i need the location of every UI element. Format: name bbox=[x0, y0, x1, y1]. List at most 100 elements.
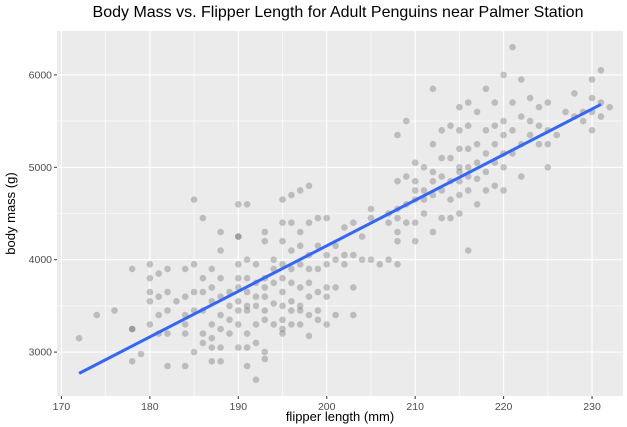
data-point bbox=[544, 99, 552, 106]
y-tick-label: 6000 bbox=[29, 69, 53, 81]
data-point bbox=[482, 85, 490, 93]
data-point bbox=[438, 173, 446, 180]
data-point bbox=[350, 284, 357, 291]
data-point bbox=[394, 228, 401, 236]
data-point bbox=[252, 339, 260, 347]
data-point bbox=[473, 159, 481, 166]
data-point bbox=[305, 332, 313, 340]
data-point bbox=[500, 187, 507, 194]
data-point bbox=[314, 265, 322, 273]
data-point bbox=[261, 228, 269, 236]
data-point bbox=[482, 168, 490, 176]
data-point bbox=[358, 233, 366, 240]
data-point bbox=[447, 214, 454, 222]
data-point bbox=[226, 316, 233, 324]
data-point bbox=[456, 164, 463, 171]
data-point bbox=[305, 265, 313, 273]
data-point bbox=[482, 150, 490, 157]
data-point bbox=[500, 131, 507, 139]
data-point bbox=[447, 122, 454, 129]
data-point bbox=[208, 334, 216, 342]
data-point bbox=[243, 201, 251, 208]
data-point bbox=[261, 348, 269, 356]
x-tick-label: 190 bbox=[230, 401, 248, 413]
data-point bbox=[305, 293, 313, 301]
data-point bbox=[305, 279, 313, 287]
data-point bbox=[438, 214, 446, 222]
data-point bbox=[456, 168, 463, 176]
data-point bbox=[235, 344, 242, 351]
data-point bbox=[296, 307, 304, 314]
data-point bbox=[562, 108, 569, 116]
data-point bbox=[429, 177, 437, 185]
data-point bbox=[350, 251, 357, 259]
data-point bbox=[288, 265, 295, 273]
data-point bbox=[261, 355, 269, 363]
data-point bbox=[482, 127, 490, 134]
data-point bbox=[190, 261, 198, 268]
data-point bbox=[217, 358, 224, 365]
data-point bbox=[571, 90, 578, 97]
data-point bbox=[173, 298, 180, 305]
data-point bbox=[518, 113, 525, 120]
data-point bbox=[288, 307, 295, 314]
data-point bbox=[243, 344, 251, 351]
data-point bbox=[261, 284, 269, 291]
data-point bbox=[243, 256, 251, 264]
x-tick-label: 200 bbox=[318, 401, 336, 413]
data-point bbox=[323, 261, 331, 268]
data-point bbox=[288, 321, 295, 328]
data-point bbox=[155, 311, 162, 319]
data-point bbox=[526, 94, 534, 102]
data-point bbox=[305, 219, 313, 226]
data-point bbox=[500, 117, 507, 125]
data-point bbox=[243, 302, 251, 310]
data-point bbox=[181, 321, 189, 328]
data-point bbox=[411, 219, 419, 226]
data-point bbox=[367, 214, 375, 222]
data-point bbox=[332, 284, 339, 291]
y-tick-label: 4000 bbox=[29, 254, 53, 266]
data-point bbox=[482, 187, 490, 194]
data-point bbox=[243, 288, 251, 296]
y-axis-title: body mass (g) bbox=[3, 172, 18, 254]
data-point bbox=[597, 113, 605, 120]
data-point bbox=[341, 261, 348, 268]
data-point bbox=[323, 284, 331, 291]
data-point bbox=[279, 288, 286, 296]
data-point bbox=[217, 325, 224, 333]
x-axis-title: flipper length (mm) bbox=[286, 409, 394, 424]
data-point bbox=[314, 307, 322, 314]
data-point bbox=[137, 350, 145, 358]
data-point bbox=[429, 228, 437, 236]
data-point bbox=[279, 274, 286, 282]
data-point bbox=[314, 288, 322, 296]
data-point bbox=[288, 279, 295, 287]
data-point bbox=[279, 302, 286, 310]
data-point bbox=[314, 214, 322, 222]
y-tick-label: 5000 bbox=[29, 162, 53, 174]
data-point bbox=[394, 261, 401, 268]
data-point bbox=[252, 261, 260, 268]
points-layer bbox=[75, 43, 613, 384]
data-point bbox=[491, 140, 499, 148]
data-point bbox=[509, 43, 516, 51]
data-point bbox=[464, 122, 472, 129]
data-point bbox=[199, 339, 207, 347]
data-point bbox=[243, 362, 251, 370]
data-point bbox=[429, 85, 437, 93]
data-point bbox=[235, 201, 242, 208]
data-point bbox=[252, 376, 260, 384]
data-point bbox=[146, 261, 154, 268]
data-point bbox=[296, 187, 304, 194]
data-point bbox=[217, 247, 224, 254]
data-point bbox=[385, 256, 392, 264]
data-point bbox=[411, 237, 419, 245]
regression-line bbox=[78, 103, 602, 375]
data-point bbox=[199, 330, 207, 337]
data-point bbox=[341, 224, 348, 231]
data-point bbox=[226, 330, 233, 337]
data-point bbox=[235, 233, 242, 240]
data-point bbox=[261, 237, 269, 245]
data-point bbox=[553, 131, 560, 139]
